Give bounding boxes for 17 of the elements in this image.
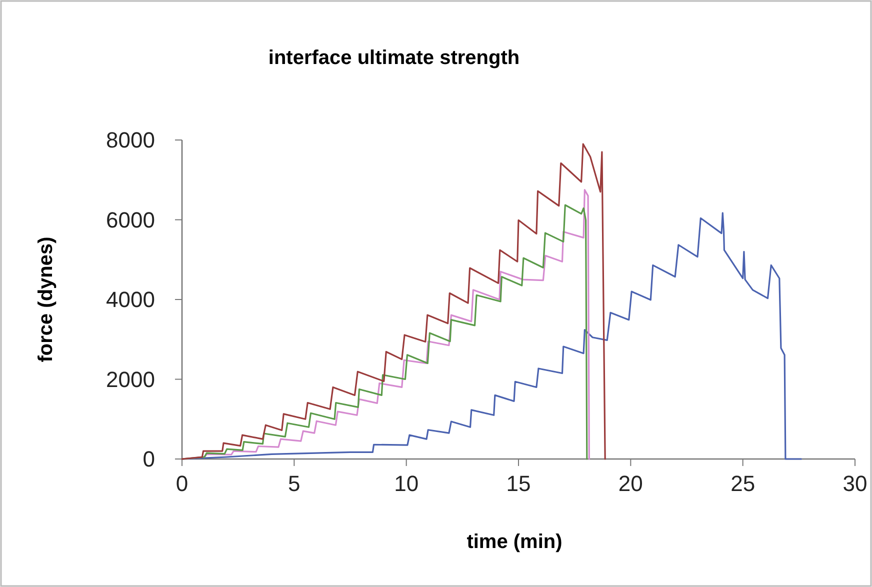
x-tick-label: 5 — [288, 471, 300, 496]
y-tick-label: 6000 — [106, 207, 155, 232]
x-tick-label: 30 — [842, 471, 868, 496]
line-series — [181, 212, 802, 460]
line-series — [181, 143, 606, 460]
y-tick-label: 8000 — [106, 128, 155, 153]
y-tick-label: 2000 — [106, 366, 155, 392]
x-axis-title: time (min) — [466, 531, 562, 553]
x-tick-label: 10 — [394, 471, 419, 496]
x-tick-label: 15 — [506, 471, 531, 496]
x-tick-label: 20 — [618, 471, 643, 496]
y-tick-label: 4000 — [106, 287, 155, 312]
y-axis-title: force (dynes) — [35, 236, 57, 362]
y-tick-label: 0 — [142, 446, 155, 472]
chart-title: interface ultimate strength — [268, 47, 520, 69]
x-tick-label: 0 — [176, 471, 188, 496]
x-tick-label: 25 — [730, 471, 756, 496]
